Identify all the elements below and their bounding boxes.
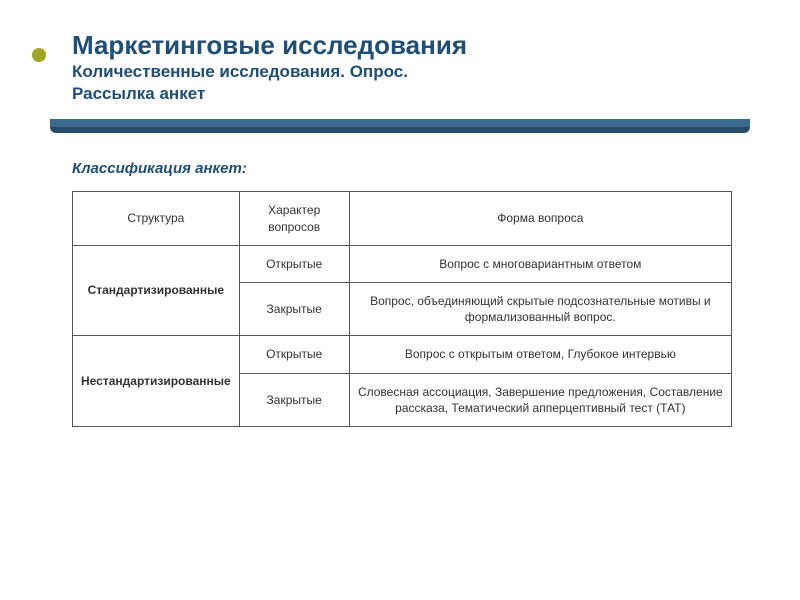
table-cell-char: Открытые xyxy=(239,336,349,373)
slide-subtitle-1: Количественные исследования. Опрос. xyxy=(72,61,750,83)
slide-header: Маркетинговые исследования Количественны… xyxy=(72,30,750,105)
table-cell-struct: Нестандартизированные xyxy=(73,336,240,427)
table-cell-char: Открытые xyxy=(239,245,349,282)
table-header-cell: Характер вопросов xyxy=(239,192,349,245)
slide-title: Маркетинговые исследования xyxy=(72,30,750,61)
table-cell-struct: Стандартизированные xyxy=(73,245,240,336)
table-row: Нестандартизированные Открытые Вопрос с … xyxy=(73,336,732,373)
table-row: Стандартизированные Открытые Вопрос с мн… xyxy=(73,245,732,282)
divider-bottom xyxy=(50,127,750,133)
table-cell-char: Закрытые xyxy=(239,373,349,426)
classification-table: Структура Характер вопросов Форма вопрос… xyxy=(72,191,732,427)
section-label: Классификация анкет: xyxy=(72,160,750,177)
table-cell-form: Вопрос с многовариантным ответом xyxy=(349,245,731,282)
bullet-accent xyxy=(32,48,46,62)
table-cell-char: Закрытые xyxy=(239,282,349,335)
table-cell-form: Словесная ассоциация, Завершение предлож… xyxy=(349,373,731,426)
table-cell-form: Вопрос, объединяющий скрытые подсознател… xyxy=(349,282,731,335)
slide-subtitle-2: Рассылка анкет xyxy=(72,83,750,105)
table-row: Структура Характер вопросов Форма вопрос… xyxy=(73,192,732,245)
table-cell-form: Вопрос с открытым ответом, Глубокое инте… xyxy=(349,336,731,373)
table-header-cell: Структура xyxy=(73,192,240,245)
table-header-cell: Форма вопроса xyxy=(349,192,731,245)
divider xyxy=(50,119,750,134)
